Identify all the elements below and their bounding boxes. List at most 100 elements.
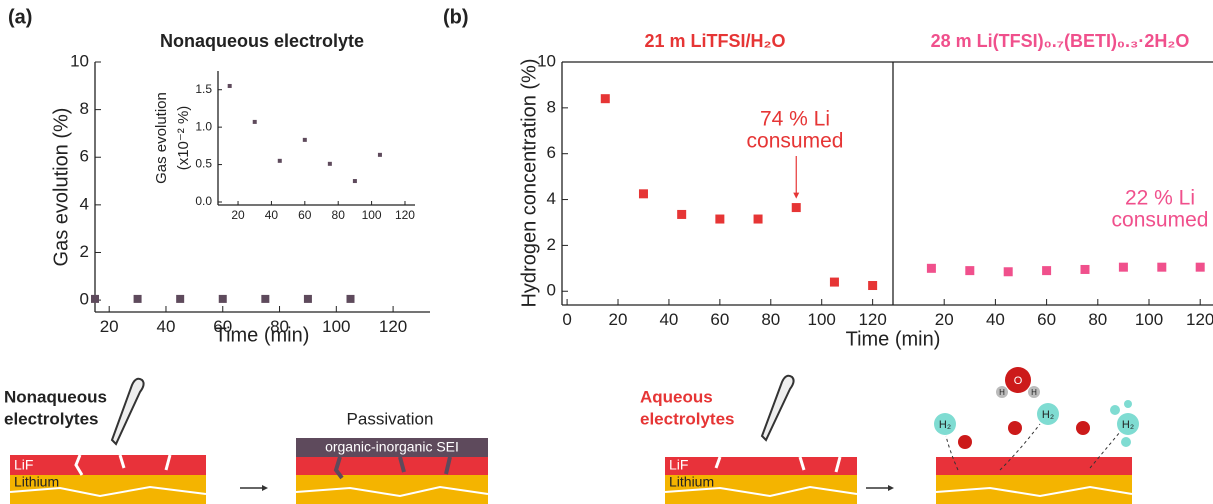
- data-point: [261, 294, 270, 303]
- y-tick-label: 1.0: [195, 119, 212, 133]
- y-axis-label: (x10⁻² %): [175, 106, 192, 171]
- data-point: [302, 137, 307, 142]
- water-molecule: [1076, 421, 1090, 435]
- crack: [664, 485, 858, 498]
- data-point: [965, 266, 975, 276]
- layer-label: Lithium: [669, 474, 714, 490]
- lif-layer: [665, 457, 857, 475]
- panel-label: (b): [443, 6, 469, 28]
- x-tick-label: 80: [270, 317, 289, 336]
- h2-molecule: [1121, 437, 1131, 447]
- data-point: [377, 152, 382, 157]
- panel-label: (a): [8, 6, 32, 28]
- annotation: consumed: [747, 130, 844, 153]
- x-tick-label: 20: [609, 310, 628, 329]
- data-point: [303, 294, 312, 303]
- y-tick-label: 2: [547, 235, 556, 254]
- atom-label: H: [1031, 388, 1037, 397]
- data-point: [176, 294, 185, 303]
- lif-layer: [10, 455, 206, 475]
- y-tick-label: 0: [547, 281, 556, 300]
- y-tick-label: 8: [547, 97, 556, 116]
- water-molecule: [1005, 367, 1031, 393]
- chart-title: Nonaqueous electrolyte: [160, 31, 364, 51]
- water-molecule: [1008, 421, 1022, 435]
- x-tick-label: 100: [808, 310, 836, 329]
- data-point: [1118, 262, 1128, 272]
- x-tick-label: 100: [1135, 310, 1163, 329]
- x-tick-label: 40: [157, 317, 176, 336]
- x-tick-label: 120: [1186, 310, 1213, 329]
- data-point: [327, 161, 332, 166]
- y-tick-label: 10: [537, 51, 556, 70]
- data-point: [133, 294, 142, 303]
- data-point: [1003, 267, 1013, 277]
- x-tick-label: 120: [395, 208, 415, 222]
- x-tick-label: 80: [761, 310, 780, 329]
- h2-molecule: [1037, 403, 1059, 425]
- sei-crack: [333, 456, 452, 480]
- lif-layer: [296, 457, 488, 475]
- diagram-label: Aqueous: [640, 387, 713, 406]
- atom-label: H: [999, 388, 1005, 397]
- data-point: [829, 277, 839, 287]
- data-point: [1042, 266, 1052, 276]
- gas-path: [945, 423, 1121, 471]
- x-tick-label: 40: [659, 310, 678, 329]
- diagram-right: Aqueous electrolytes LiF Lithium O H H H…: [640, 367, 1139, 504]
- h2-molecule: [934, 413, 956, 435]
- data-point: [638, 189, 648, 199]
- water-molecule: [958, 435, 972, 449]
- x-tick-label: 120: [379, 317, 407, 336]
- diagram-label: electrolytes: [640, 409, 735, 428]
- pipette: [110, 377, 145, 446]
- x-tick-label: 100: [322, 317, 350, 336]
- y-axis-label: Hydrogen concentration (%): [518, 58, 540, 307]
- x-tick-label: 60: [213, 317, 232, 336]
- data-point: [252, 119, 257, 124]
- y-tick-label: 4: [80, 194, 89, 213]
- y-tick-label: 6: [547, 143, 556, 162]
- x-tick-label: 20: [100, 317, 119, 336]
- x-tick-label: 80: [332, 208, 346, 222]
- y-tick-label: 2: [80, 242, 89, 261]
- data-point: [868, 281, 878, 291]
- layer-label: LiF: [669, 457, 688, 473]
- diagram-label: Nonaqueous: [4, 387, 107, 406]
- annotation: 22 % Li: [1125, 187, 1195, 210]
- h2-molecule: [1117, 413, 1139, 435]
- x-axis-label: Time (min): [846, 328, 941, 350]
- data-point: [753, 214, 763, 224]
- x-tick-label: 20: [935, 310, 954, 329]
- data-point: [91, 294, 99, 303]
- layer-label: LiF: [14, 457, 33, 473]
- h2-label: H₂: [1122, 419, 1134, 431]
- crack: [935, 485, 1133, 498]
- y-axis-label: Gas evolution (%): [50, 108, 72, 267]
- x-tick-label: 100: [362, 208, 382, 222]
- atom-label: O: [1014, 375, 1023, 387]
- chart-title: 28 m Li(TFSI)₀.₇(BETI)₀.₃·2H₂O: [931, 31, 1190, 51]
- crack: [9, 485, 207, 498]
- y-tick-label: 10: [70, 51, 89, 70]
- data-point: [1157, 262, 1167, 272]
- annotation: 74 % Li: [760, 108, 830, 131]
- h2-molecule: [1110, 405, 1120, 415]
- x-tick-label: 40: [986, 310, 1005, 329]
- data-point: [791, 203, 801, 213]
- x-tick-label: 20: [231, 208, 245, 222]
- diagram-left: Nonaqueous electrolytes LiF Lithium Pass…: [4, 377, 489, 504]
- layer-label: organic-inorganic SEI: [325, 439, 459, 455]
- y-tick-label: 4: [547, 189, 556, 208]
- data-point: [346, 294, 355, 303]
- data-point: [1195, 262, 1205, 272]
- data-point: [352, 179, 357, 184]
- arrow-head: [262, 485, 268, 491]
- data-point: [1080, 264, 1090, 274]
- x-axis-label: Time (min): [215, 324, 310, 346]
- h2-label: H₂: [1042, 409, 1054, 421]
- annotation: consumed: [1112, 209, 1209, 232]
- chart-title: 21 m LiTFSI/H₂O: [644, 31, 785, 51]
- data-point: [677, 209, 687, 219]
